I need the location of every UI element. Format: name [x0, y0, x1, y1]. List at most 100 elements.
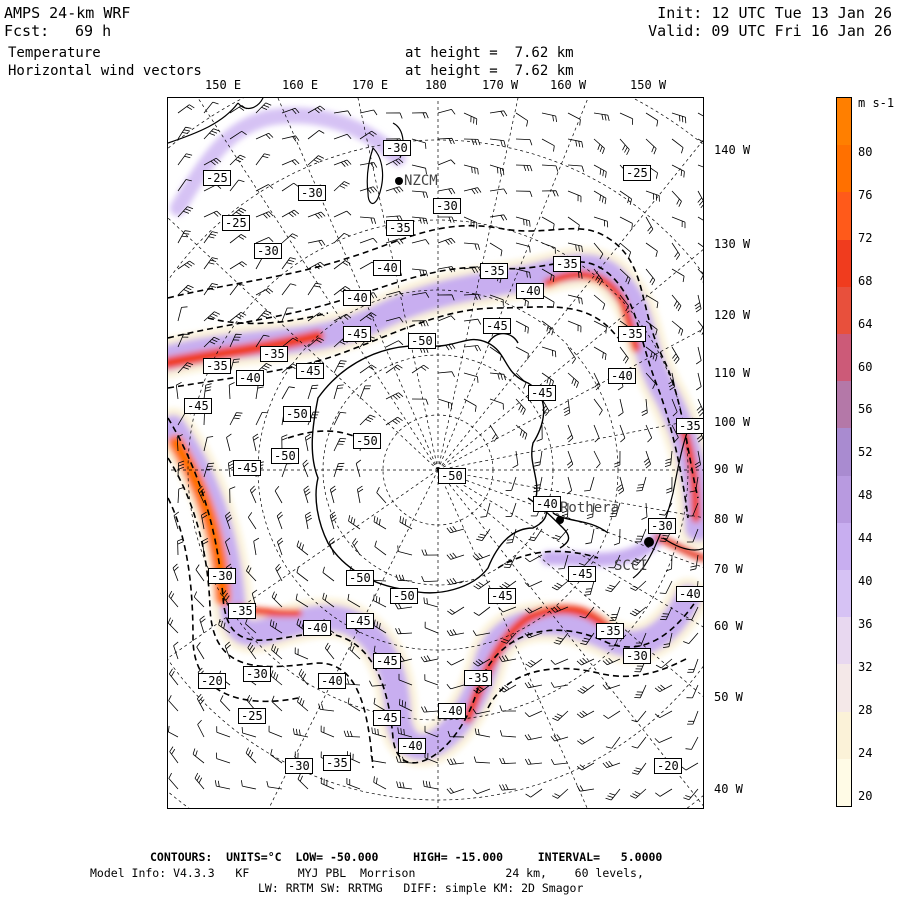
contour-value-label: -30 [208, 568, 236, 584]
wind-barb [252, 433, 259, 452]
wind-barb [203, 210, 222, 218]
wind-barb [281, 307, 294, 322]
wind-barb [245, 617, 257, 634]
lon-label: 120 W [714, 308, 751, 322]
wind-barb [399, 698, 413, 712]
wind-barb [359, 312, 377, 322]
contour-value-label: -45 [483, 318, 511, 334]
contour-value-label: -45 [528, 385, 556, 401]
contour-value-label: -40 [318, 673, 346, 689]
field-temperature: Temperature [8, 45, 101, 61]
contour-value-label: -35 [464, 670, 492, 686]
forecast-value: 69 h [75, 22, 112, 40]
wind-barb [614, 450, 621, 468]
wind-barb [593, 216, 609, 228]
wind-barb [515, 372, 527, 389]
wind-barb [645, 346, 658, 362]
wind-barb [229, 333, 242, 348]
wind-barb [524, 554, 543, 563]
wind-barb [349, 643, 361, 660]
wind-barb [567, 424, 574, 443]
wind-barb [472, 788, 491, 795]
wind-barb [605, 788, 621, 801]
wind-barb [255, 334, 270, 348]
colorbar-tick-label: 60 [858, 359, 873, 374]
wind-barb [619, 138, 630, 155]
wind-barb [551, 580, 569, 591]
wind-barb [593, 398, 603, 416]
wind-barb [268, 725, 283, 738]
wind-barb [255, 288, 274, 296]
wind-barb [437, 109, 456, 115]
wind-barb [541, 268, 555, 282]
wind-barb [297, 696, 309, 712]
wind-barb [176, 434, 183, 452]
wind-barb [328, 537, 336, 556]
wind-barb [541, 294, 555, 309]
wind-barb [447, 606, 465, 615]
wind-barb [503, 554, 517, 568]
wind-barb [512, 450, 519, 469]
wind-barb [369, 680, 387, 687]
contour-value-label: -20 [654, 758, 682, 774]
wind-barb [446, 526, 465, 534]
wind-barb [619, 424, 626, 443]
lon-label: 160 W [550, 78, 587, 92]
contour-value-label: -25 [623, 165, 651, 181]
wind-barb [197, 485, 206, 504]
wind-barb [593, 242, 604, 260]
wind-barb [619, 216, 633, 230]
contour-value-label: -35 [480, 263, 508, 279]
wind-barb [505, 476, 517, 491]
wind-barb [298, 668, 309, 686]
wind-barb [177, 179, 192, 192]
wind-barb [343, 730, 361, 738]
wind-barb [177, 306, 188, 322]
wind-barb [609, 606, 621, 621]
wind-barb [472, 708, 491, 715]
wind-barb [245, 747, 257, 764]
wind-barb [168, 617, 179, 634]
contour-value-label: -25 [222, 215, 250, 231]
colorbar-segment [837, 286, 851, 335]
wind-barb [659, 580, 673, 594]
wind-barb [271, 591, 283, 608]
wind-barb [524, 681, 543, 689]
wind-barb [322, 566, 335, 582]
wind-barb [203, 231, 218, 244]
wind-barb [437, 294, 455, 301]
wind-barb [567, 112, 581, 126]
contour-value-label: -50 [283, 406, 311, 422]
wind-barb [550, 658, 569, 665]
wind-barb [489, 110, 508, 117]
wind-barb [515, 268, 531, 279]
wind-barb [203, 257, 218, 270]
wind-barb [318, 703, 335, 712]
wind-barb [281, 257, 297, 270]
wind-barb [683, 632, 699, 644]
wind-barb [347, 697, 361, 712]
station-label-rothera: Rothera [560, 500, 620, 516]
lon-label: 140 W [714, 143, 751, 157]
wind-barb [411, 239, 430, 245]
colorbar-tick-label: 40 [858, 574, 873, 588]
wind-barb [320, 777, 335, 790]
wind-barb [168, 725, 179, 738]
contour-value-label: -40 [236, 370, 264, 386]
wind-barb [437, 188, 456, 195]
wind-barb [247, 642, 257, 660]
wind-barb [359, 364, 377, 374]
contour-value-label: -45 [296, 363, 324, 379]
wind-barb [631, 762, 647, 775]
wind-barb [602, 683, 621, 690]
contour-value-label: -30 [648, 518, 676, 534]
footer-model-info: Model Info: V4.3.3 KF MYJ PBL Morrison 2… [90, 866, 644, 880]
wind-barb [421, 576, 439, 582]
wind-barb [541, 242, 556, 254]
wind-barb [266, 781, 283, 790]
wind-barb [229, 283, 245, 296]
wind-barb [446, 683, 465, 690]
wind-barb [550, 605, 569, 613]
wind-barb [333, 210, 352, 218]
wind-barb [613, 528, 621, 546]
